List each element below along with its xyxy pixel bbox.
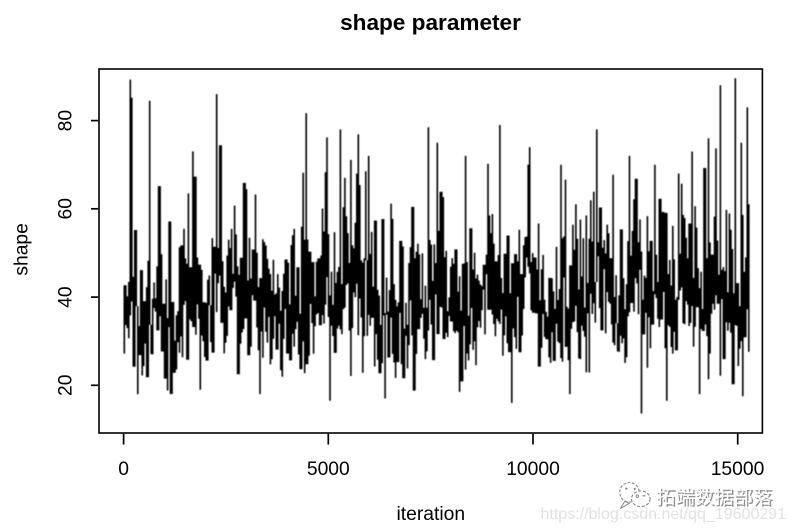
svg-text:shape parameter: shape parameter xyxy=(340,10,521,35)
svg-text:shape: shape xyxy=(12,223,33,276)
svg-text:60: 60 xyxy=(56,198,77,219)
svg-text:iteration: iteration xyxy=(396,504,465,525)
svg-text:10000: 10000 xyxy=(506,459,560,480)
svg-text:5000: 5000 xyxy=(307,459,350,480)
svg-text:40: 40 xyxy=(56,286,77,307)
svg-text:0: 0 xyxy=(118,459,129,480)
svg-text:80: 80 xyxy=(56,110,77,131)
svg-text:20: 20 xyxy=(56,375,77,396)
svg-text:https://blog.csdn.net/qq_19600: https://blog.csdn.net/qq_19600291 xyxy=(541,506,787,523)
svg-text:15000: 15000 xyxy=(711,459,765,480)
